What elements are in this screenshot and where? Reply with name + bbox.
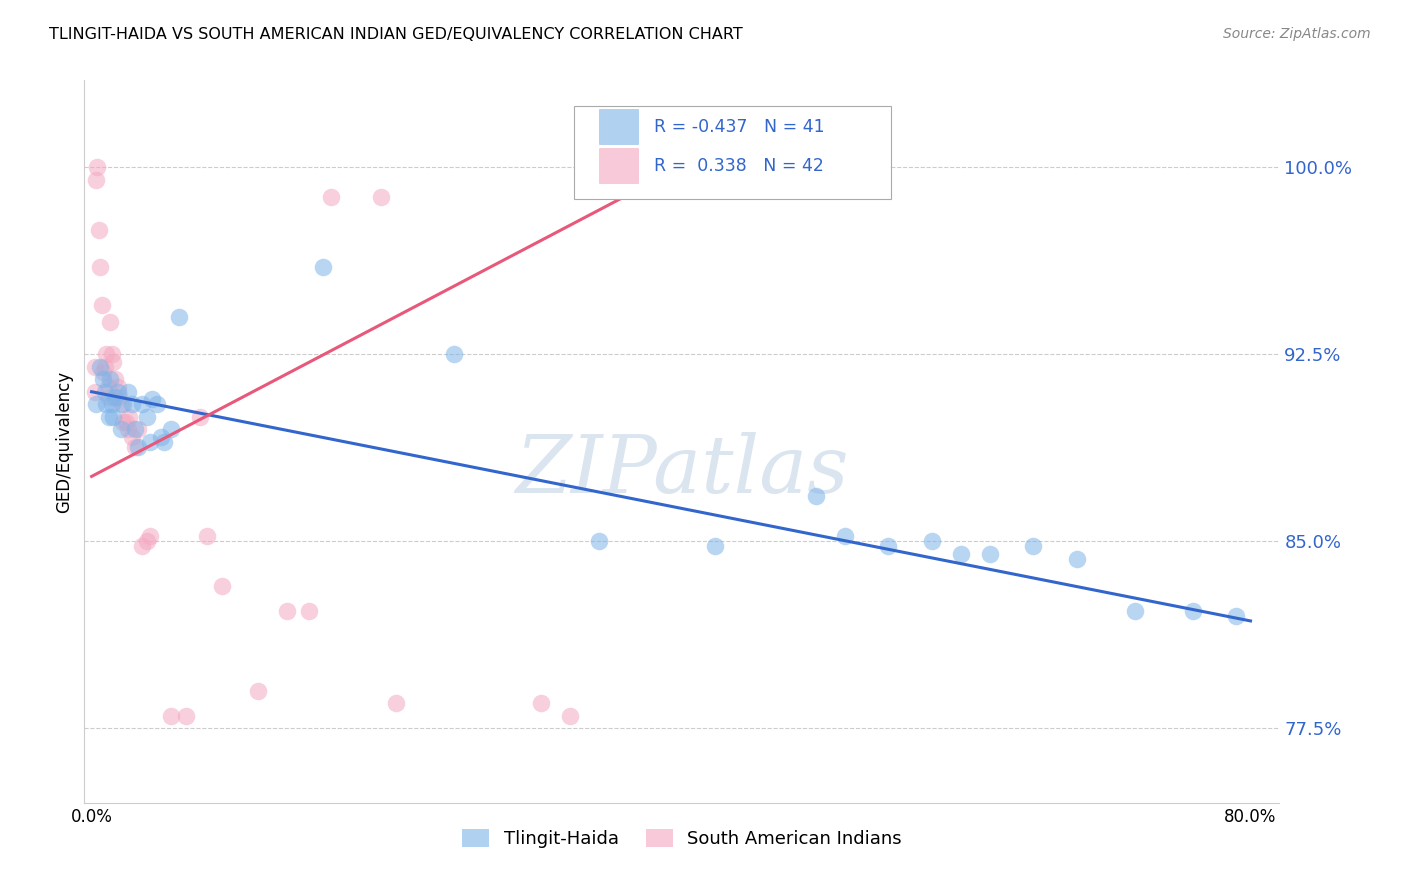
Point [91, 372, 114, 386]
Point [131, 397, 153, 411]
Text: TLINGIT-HAIDA VS SOUTH AMERICAN INDIAN GED/EQUIVALENCY CORRELATION CHART: TLINGIT-HAIDA VS SOUTH AMERICAN INDIAN G… [49, 27, 742, 42]
Point [211, 579, 233, 593]
Point [94, 347, 117, 361]
Point [834, 529, 856, 543]
Point [703, 539, 725, 553]
Point [107, 384, 129, 399]
Point [124, 440, 146, 454]
Point [1225, 609, 1247, 624]
Point [443, 347, 465, 361]
Point [138, 529, 160, 543]
Point [370, 190, 392, 204]
Point [127, 440, 149, 454]
Point [84, 173, 107, 187]
Point [100, 372, 122, 386]
Point [90, 297, 112, 311]
Point [312, 260, 335, 274]
Point [247, 683, 270, 698]
Point [138, 434, 160, 449]
Text: Source: ZipAtlas.com: Source: ZipAtlas.com [1223, 27, 1371, 41]
Point [108, 390, 131, 404]
Point [83, 359, 105, 374]
Point [127, 422, 149, 436]
Point [103, 355, 125, 369]
Point [1123, 604, 1146, 618]
Point [104, 390, 127, 404]
Point [949, 547, 972, 561]
Point [100, 315, 122, 329]
Point [160, 708, 183, 723]
Point [121, 429, 143, 443]
Point [107, 380, 129, 394]
Point [94, 397, 117, 411]
Point [174, 708, 197, 723]
Point [84, 397, 107, 411]
Point [135, 409, 157, 424]
Point [98, 409, 121, 424]
Point [103, 409, 125, 424]
Point [87, 223, 110, 237]
Point [112, 397, 135, 411]
Point [150, 429, 173, 443]
Point [588, 534, 610, 549]
Point [121, 397, 143, 411]
FancyBboxPatch shape [599, 148, 638, 183]
Point [104, 372, 127, 386]
Point [115, 415, 138, 429]
Point [101, 347, 124, 361]
Point [804, 489, 827, 503]
Point [167, 310, 190, 324]
Point [385, 696, 408, 710]
Point [93, 359, 115, 374]
Text: R = -0.437   N = 41: R = -0.437 N = 41 [654, 118, 825, 136]
Point [135, 534, 157, 549]
Point [110, 422, 132, 436]
Point [91, 365, 114, 379]
FancyBboxPatch shape [575, 105, 891, 200]
Point [153, 434, 176, 449]
Point [877, 539, 900, 553]
Point [83, 384, 105, 399]
Point [112, 415, 135, 429]
Point [1022, 539, 1045, 553]
FancyBboxPatch shape [599, 109, 638, 144]
Point [96, 380, 118, 394]
Point [117, 384, 139, 399]
Point [101, 397, 124, 411]
Point [276, 604, 298, 618]
Point [197, 529, 219, 543]
Point [98, 390, 121, 404]
Legend: Tlingit-Haida, South American Indians: Tlingit-Haida, South American Indians [454, 822, 910, 855]
Point [319, 190, 342, 204]
Point [141, 392, 163, 407]
Point [1066, 551, 1088, 566]
Point [89, 359, 111, 374]
Point [530, 696, 553, 710]
Point [298, 604, 321, 618]
Point [89, 260, 111, 274]
Point [160, 422, 183, 436]
Point [93, 384, 115, 399]
Y-axis label: GED/Equivalency: GED/Equivalency [55, 370, 73, 513]
Point [979, 547, 1001, 561]
Text: ZIPatlas: ZIPatlas [515, 432, 849, 509]
Point [921, 534, 943, 549]
Point [86, 161, 108, 175]
Text: R =  0.338   N = 42: R = 0.338 N = 42 [654, 156, 824, 175]
Point [1181, 604, 1204, 618]
Point [124, 422, 146, 436]
Point [131, 539, 153, 553]
Point [118, 409, 141, 424]
Point [146, 397, 169, 411]
Point [558, 708, 581, 723]
Point [117, 422, 139, 436]
Point [188, 409, 211, 424]
Point [110, 397, 132, 411]
